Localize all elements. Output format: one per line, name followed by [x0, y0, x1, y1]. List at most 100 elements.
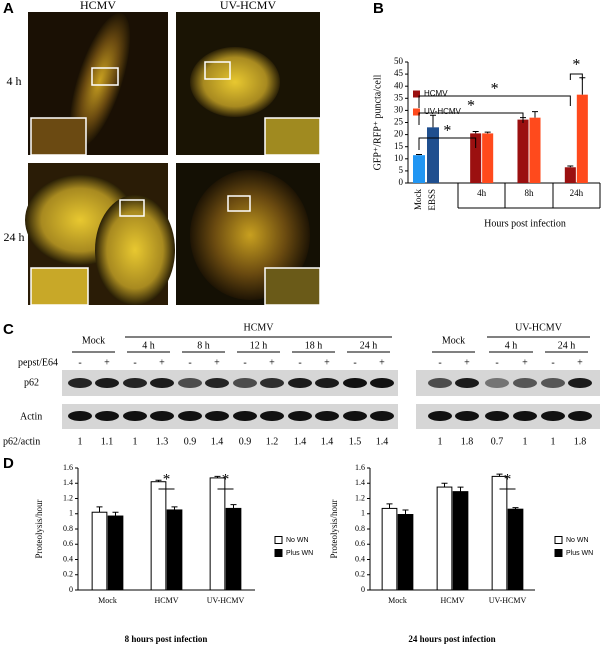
p62-band [233, 378, 257, 388]
y-tick-label: 1.4 [355, 478, 365, 487]
inset [264, 267, 321, 306]
bar [397, 514, 414, 591]
y-tick-label: 1 [69, 509, 73, 518]
bar [150, 481, 167, 591]
error-bar [567, 165, 574, 168]
error-bar [171, 506, 178, 510]
x-tick-label: HCMV [440, 596, 464, 605]
y-tick-label: 1.4 [63, 478, 73, 487]
y-tick-label: 0 [361, 585, 365, 594]
y-tick-label: 10 [394, 153, 404, 163]
error-bar [484, 131, 491, 134]
cell [190, 47, 280, 117]
actin-band [541, 411, 565, 421]
treatment-sign: + [104, 357, 110, 368]
p62-band [343, 378, 367, 388]
p62-band [455, 378, 479, 388]
y-tick-label: 1 [361, 509, 365, 518]
cell [69, 13, 131, 147]
actin-band [315, 411, 339, 421]
error-bar [532, 111, 538, 118]
actin-band [455, 411, 479, 421]
treatment-sign: - [353, 357, 356, 368]
bar [507, 508, 524, 591]
actin-band [68, 411, 92, 421]
lane-group-label: 4 h [505, 340, 518, 351]
actin-band [343, 411, 367, 421]
error-bar [457, 486, 464, 492]
x-tick-label: 8h [525, 188, 535, 198]
legend-label: UV-HCMV [424, 107, 462, 116]
error-bar [386, 503, 393, 509]
error-bar [155, 479, 162, 482]
panel-label: A [3, 0, 14, 17]
p62-band [178, 378, 202, 388]
x-tick-label: EBSS [427, 189, 437, 211]
p62-band [288, 378, 312, 388]
error-bar [96, 506, 103, 513]
bar [482, 133, 494, 183]
error-bar [416, 153, 422, 156]
micrographs [25, 12, 321, 306]
treatment-sign: - [438, 357, 441, 368]
x-tick-label: 24h [570, 188, 584, 198]
inset [264, 117, 321, 156]
significance-bracket [418, 112, 524, 125]
bar [452, 491, 469, 591]
significance-mark: * [443, 123, 451, 140]
y-tick-label: 50 [394, 56, 404, 66]
error-bar [112, 511, 119, 517]
blot-title: HCMV [243, 322, 274, 333]
actin-band [178, 411, 202, 421]
error-bar [402, 509, 409, 515]
p62-band [150, 378, 174, 388]
ratio-value: 1.8 [461, 436, 474, 447]
y-axis-label: Proteolysis/hour [329, 499, 339, 558]
treatment-sign: - [298, 357, 301, 368]
actin-band [513, 411, 537, 421]
p62-band [370, 378, 394, 388]
ratio-value: 1.2 [266, 436, 279, 447]
significance-bracket [569, 73, 583, 80]
significance-mark: * [222, 471, 230, 487]
error-bar [472, 130, 479, 134]
x-tick-label: HCMV [154, 596, 178, 605]
y-tick-label: 0.2 [355, 570, 365, 579]
bar [107, 515, 124, 591]
y-tick-label: 1.2 [63, 493, 73, 502]
y-tick-label: 45 [394, 68, 404, 78]
row-label: 4 h [7, 74, 22, 88]
ratio-value: 1.4 [376, 436, 389, 447]
x-axis-label: Hours post infection [484, 218, 566, 229]
zoom-box [204, 61, 231, 80]
significance-mark: * [504, 471, 512, 487]
blot-title: UV-HCMV [515, 322, 563, 333]
lane-group-label: 12 h [250, 340, 268, 351]
ratio-value: 1.4 [294, 436, 307, 447]
y-tick-label: 0 [399, 177, 404, 187]
actin-band [568, 411, 592, 421]
treatment-sign: + [379, 357, 385, 368]
bar [166, 509, 183, 591]
ratio-value: 1.4 [211, 436, 224, 447]
bar [209, 477, 226, 591]
legend-swatch [554, 536, 563, 544]
panel-label: C [3, 321, 14, 338]
error-bar [430, 114, 436, 128]
lane-group-label: 8 h [197, 340, 210, 351]
lane-group-label: Mock [82, 335, 105, 346]
zoom-box [91, 67, 119, 86]
zoom-box [227, 195, 251, 212]
ratio-value: 1.4 [321, 436, 334, 447]
bar [225, 507, 242, 591]
lane-group-label: 4 h [142, 340, 155, 351]
ratio-label: p62/actin [3, 436, 40, 447]
column-label: UV-HCMV [220, 0, 277, 12]
p62-band [205, 378, 229, 388]
p62-band [513, 378, 537, 388]
bar [576, 94, 588, 183]
treatment-label: pepst/E64 [18, 357, 58, 368]
ratio-value: 1.3 [156, 436, 169, 447]
